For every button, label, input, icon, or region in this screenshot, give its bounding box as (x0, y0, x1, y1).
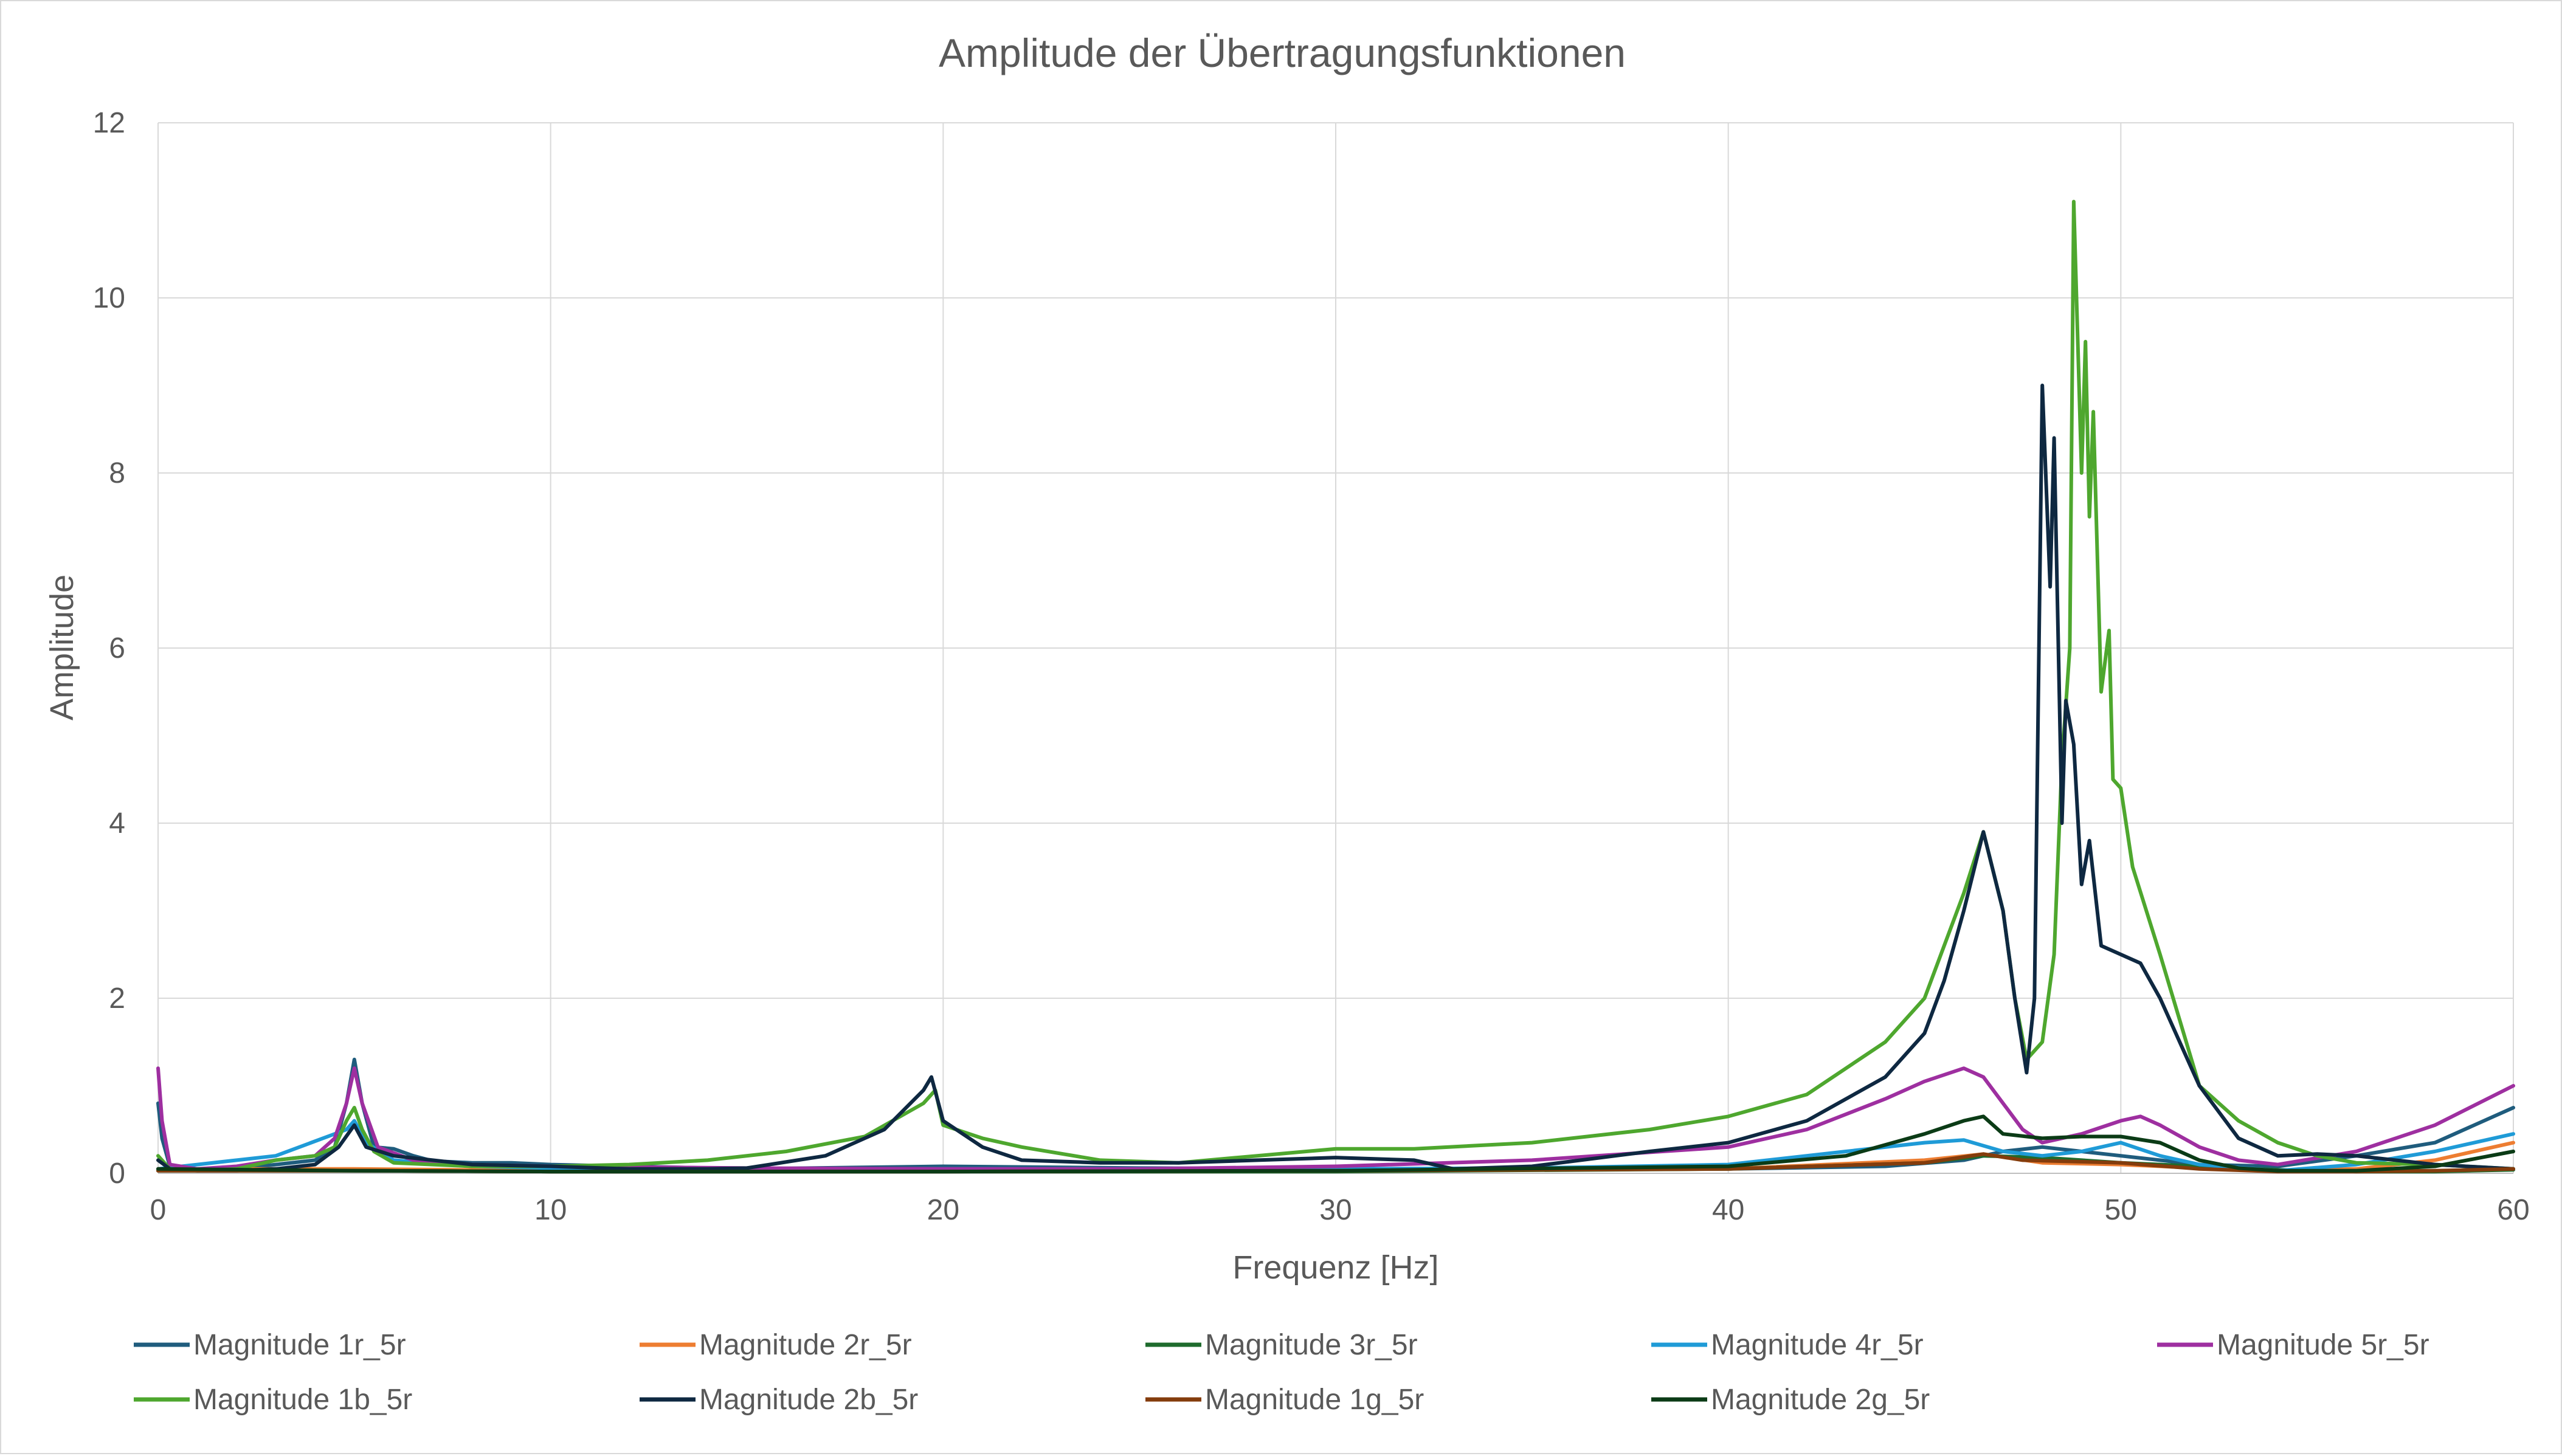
grid (157, 122, 2514, 1174)
series-line-7 (156, 384, 2515, 1173)
chart-title: Amplitude der Übertragungsfunktionen (939, 30, 1626, 75)
legend-entry: Magnitude 1r_5r (193, 1329, 406, 1361)
x-tick-label: 50 (2105, 1194, 2137, 1226)
y-tick-label: 2 (109, 982, 125, 1015)
axes: 0 2 4 6 8 10 12 0 10 20 30 40 50 60 (93, 107, 2530, 1226)
y-tick-label: 8 (109, 457, 125, 489)
x-tick-label: 40 (1712, 1194, 1744, 1226)
y-tick-label: 4 (109, 807, 125, 840)
x-tick-label: 0 (150, 1194, 167, 1226)
series-line-5 (156, 1066, 2515, 1171)
legend-entry: Magnitude 2b_5r (699, 1384, 918, 1416)
x-tick-label: 60 (2497, 1194, 2529, 1226)
legend-entry: Magnitude 1g_5r (1205, 1384, 1424, 1416)
plot-area (156, 199, 2515, 1174)
x-tick-label: 30 (1319, 1194, 1352, 1226)
legend-entry: Magnitude 1b_5r (193, 1384, 412, 1416)
series-line-9 (156, 1114, 2515, 1174)
x-tick-label: 20 (927, 1194, 959, 1226)
y-tick-label: 0 (109, 1158, 125, 1190)
legend-entry: Magnitude 2r_5r (699, 1329, 912, 1361)
y-tick-label: 6 (109, 632, 125, 664)
legend-entry: Magnitude 5r_5r (2217, 1329, 2429, 1361)
y-axis-label: Amplitude (44, 574, 80, 720)
legend-entry: Magnitude 3r_5r (1205, 1329, 1418, 1361)
legend-entry: Magnitude 4r_5r (1711, 1329, 1924, 1361)
y-tick-label: 12 (93, 107, 125, 139)
legend-entry: Magnitude 2g_5r (1711, 1384, 1930, 1416)
y-tick-label: 10 (93, 282, 125, 314)
legend: Magnitude 1r_5r Magnitude 2r_5r Magnitude … (134, 1329, 2429, 1416)
x-axis-label: Frequenz [Hz] (1232, 1249, 1438, 1286)
x-tick-label: 10 (534, 1194, 567, 1226)
